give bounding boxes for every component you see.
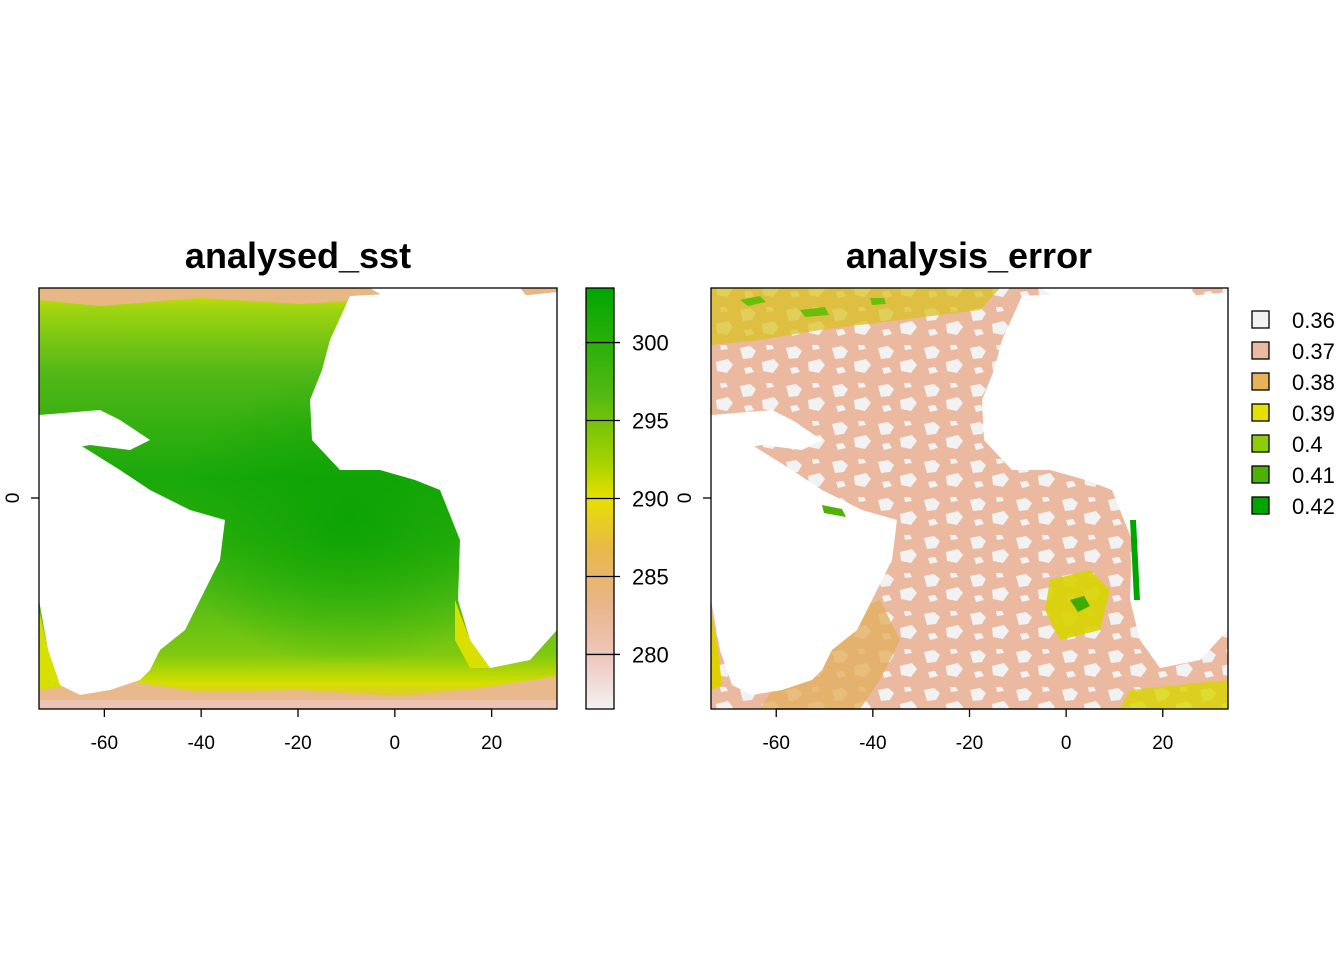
x-axis-sst: -60 -40 -20 0 20 — [91, 708, 502, 754]
legend-tick-label: 285 — [632, 564, 669, 589]
legend-swatch — [1251, 403, 1270, 422]
y-tick-label: 0 — [3, 493, 24, 504]
legend-swatch — [1251, 372, 1270, 391]
x-tick-label: 0 — [390, 733, 401, 754]
legend-swatch — [1251, 341, 1270, 360]
legend-label: 0.36 — [1292, 308, 1335, 333]
land-south-america — [39, 445, 225, 695]
legend-tick-label: 295 — [632, 409, 669, 434]
sst-legend: 300 295 290 285 280 — [585, 287, 669, 710]
legend-label: 0.41 — [1292, 463, 1335, 488]
x-tick-label: -20 — [284, 733, 311, 754]
land-africa — [310, 292, 557, 668]
x-tick-label: -60 — [91, 733, 118, 754]
legend-label: 0.37 — [1292, 339, 1335, 364]
x-tick-label: -20 — [956, 733, 983, 754]
legend-swatch — [1251, 434, 1270, 453]
y-axis-sst: 0 — [3, 493, 39, 504]
legend-label: 0.38 — [1292, 370, 1335, 395]
legend-tick-label: 280 — [632, 642, 669, 667]
panel-title-error: analysis_error — [846, 235, 1092, 276]
legend-tick-label: 290 — [632, 487, 669, 512]
y-tick-label: 0 — [675, 493, 696, 504]
x-axis-error: -60 -40 -20 0 20 — [762, 708, 1173, 754]
legend-swatch — [1251, 465, 1270, 484]
x-tick-label: -40 — [859, 733, 886, 754]
legend-label: 0.4 — [1292, 432, 1323, 457]
x-tick-label: 0 — [1061, 733, 1072, 754]
legend-swatch — [1251, 496, 1270, 515]
legend-tick-label: 300 — [632, 331, 669, 356]
y-axis-error: 0 — [675, 493, 711, 504]
x-tick-label: -40 — [187, 733, 214, 754]
legend-label: 0.42 — [1292, 494, 1335, 519]
x-tick-label: 20 — [481, 733, 502, 754]
x-tick-label: 20 — [1152, 733, 1173, 754]
land-south-america-2 — [711, 445, 897, 695]
error-legend: 0.36 0.37 0.38 0.39 0.4 0.41 0.42 — [1251, 308, 1335, 519]
panel-analysis-error: analysis_error 0.360.370.380.390.40.410.… — [675, 235, 1335, 754]
error-raster — [711, 288, 1228, 709]
land-africa-2 — [982, 292, 1228, 668]
sst-raster — [39, 288, 557, 709]
legend-swatch — [1251, 310, 1270, 329]
x-tick-label: -60 — [762, 733, 789, 754]
panel-title-sst: analysed_sst — [185, 235, 411, 276]
legend-label: 0.39 — [1292, 401, 1335, 426]
